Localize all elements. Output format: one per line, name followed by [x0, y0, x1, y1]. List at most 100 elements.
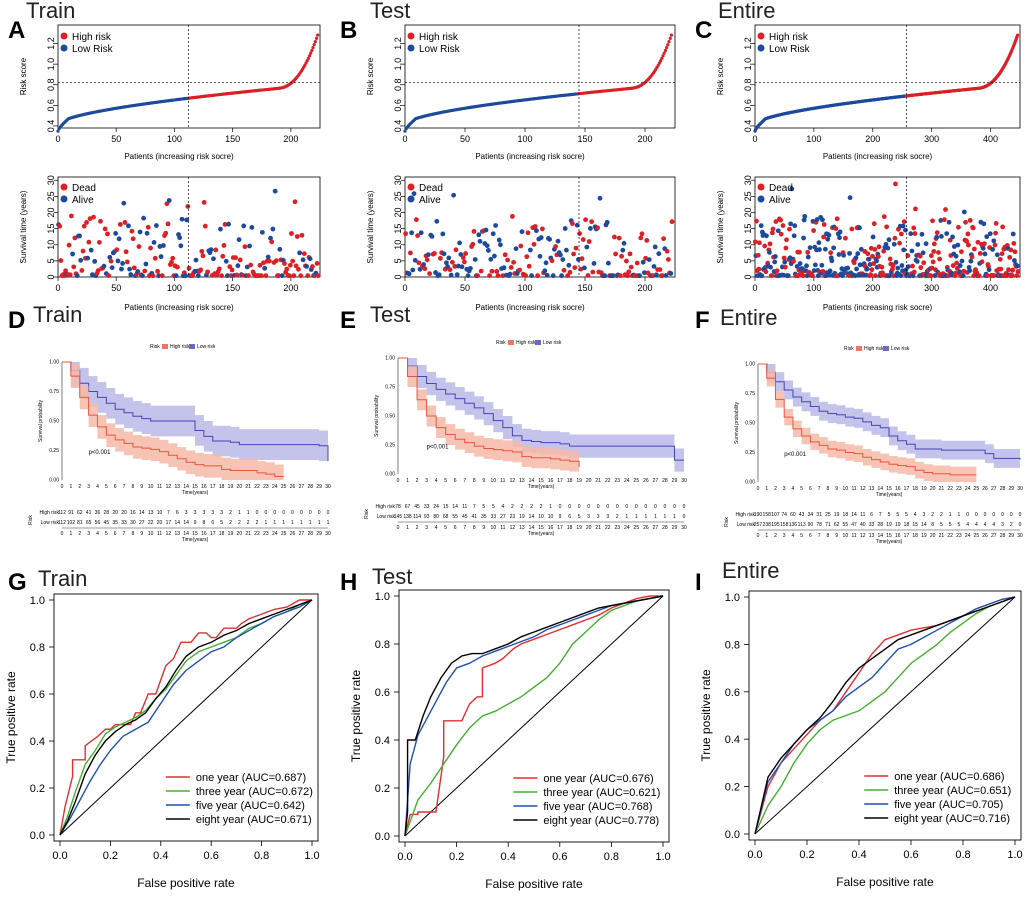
survival-point	[591, 261, 597, 266]
survival-point	[178, 243, 184, 249]
ci-band-low	[62, 362, 328, 477]
survival-point	[535, 273, 540, 279]
survival-point	[108, 258, 114, 264]
survival-point	[199, 248, 205, 254]
x-tick-label: 7	[463, 478, 466, 484]
x-axis-label: Time(years)	[182, 490, 209, 496]
x-tick-label: 8	[473, 478, 476, 484]
survival-point	[774, 268, 780, 274]
survival-point	[115, 258, 121, 264]
y-tick-label: 0.6	[375, 687, 390, 699]
x-tick-label: 1	[406, 478, 409, 484]
survival-point	[842, 235, 848, 241]
y-tick-label: 1.2	[46, 37, 56, 50]
x-tick-label: 4	[435, 478, 438, 484]
survival-point	[829, 258, 835, 264]
survival-point	[953, 253, 959, 259]
risk-count-high: 60	[790, 512, 796, 518]
survival-point	[574, 222, 580, 228]
risk-count-high: 1	[549, 504, 552, 510]
survival-point	[642, 270, 647, 276]
risk-point	[659, 59, 663, 63]
risk-count-low: 78	[816, 522, 822, 528]
survival-point	[657, 267, 663, 272]
survival-point	[783, 245, 789, 251]
survival-point	[651, 264, 657, 269]
survival-point	[994, 252, 1000, 258]
risk-point	[665, 46, 669, 50]
survival-point	[820, 268, 826, 274]
x-tick-label: 0.2	[103, 850, 118, 862]
risk-count-high: 36	[95, 510, 101, 516]
survival-point	[780, 223, 786, 228]
risk-point	[310, 48, 314, 53]
survival-point	[135, 269, 141, 274]
risk-point	[306, 56, 310, 60]
survival-point	[644, 237, 650, 243]
survival-point	[150, 273, 156, 279]
survival-point	[202, 223, 208, 229]
y-axis-label: True positive rate	[699, 669, 713, 762]
survival-point	[855, 251, 861, 256]
survival-point	[890, 266, 895, 272]
survival-point	[893, 259, 899, 265]
x-axis-label: False positive rate	[485, 877, 583, 891]
survival-point	[307, 256, 313, 262]
survival-point	[928, 253, 934, 259]
risk-count-high: 28	[104, 510, 110, 516]
legend-label-low: Low Risk	[769, 44, 811, 55]
x-axis-label: Time(years)	[876, 492, 903, 498]
risk-count-low: 3	[606, 514, 609, 520]
risk-count-low: 15	[912, 522, 918, 528]
survival-point	[496, 237, 502, 243]
legend-label-high: High risk	[516, 340, 536, 346]
panel-letter-a: A	[8, 17, 25, 44]
y-tick-label: 20	[393, 207, 403, 217]
legend-label-2: five year (AUC=0.768)	[543, 801, 652, 813]
survival-point	[1012, 258, 1017, 263]
survival-point	[788, 221, 794, 227]
survival-point	[768, 264, 774, 270]
x-tick-label: 15	[192, 484, 198, 490]
survival-point	[837, 229, 843, 235]
survival-point	[944, 231, 950, 237]
risk-count-low: 238	[763, 522, 772, 528]
survival-point	[805, 254, 811, 260]
survival-point	[126, 223, 131, 229]
risk-count-low: 33	[121, 520, 127, 526]
risk-table-tick: 30	[1017, 533, 1023, 539]
risk-count-low: 1	[282, 520, 285, 526]
survival-point	[584, 244, 590, 250]
y-tick-label: 0.00	[745, 480, 755, 486]
risk-count-low: 3	[1001, 522, 1004, 528]
survival-point	[918, 265, 924, 270]
y-tick-label: 10	[46, 240, 56, 250]
risk-count-high: 0	[559, 504, 562, 510]
risk-table-tick: 26	[290, 531, 296, 537]
survival-point	[141, 215, 146, 221]
risk-table-tick: 24	[965, 533, 971, 539]
risk-count-high: 6	[176, 510, 179, 516]
survival-point	[1008, 247, 1014, 253]
survival-point	[841, 252, 847, 258]
risk-count-high: 14	[851, 512, 857, 518]
survival-point	[567, 269, 573, 275]
risk-point	[660, 56, 664, 61]
risk-count-low: 257	[754, 522, 763, 528]
survival-point	[310, 264, 315, 269]
survival-point	[863, 272, 869, 278]
survival-point	[408, 250, 413, 256]
x-axis-label: Patients (increasing risk socre)	[124, 303, 234, 312]
y-axis-label: Survival probability	[374, 395, 380, 437]
x-tick-label: 18	[567, 478, 573, 484]
risk-table-tick: 16	[201, 531, 207, 537]
x-tick-label: 11	[157, 484, 162, 490]
risk-count-high: 91	[68, 510, 74, 516]
x-tick-label: 200	[283, 283, 298, 293]
survival-point	[451, 192, 456, 198]
risk-count-high: 0	[265, 510, 268, 516]
survival-point	[573, 245, 579, 251]
y-tick-label: 1.0	[30, 595, 45, 607]
p-value: p<0.001	[784, 452, 807, 458]
survival-point	[447, 267, 453, 273]
